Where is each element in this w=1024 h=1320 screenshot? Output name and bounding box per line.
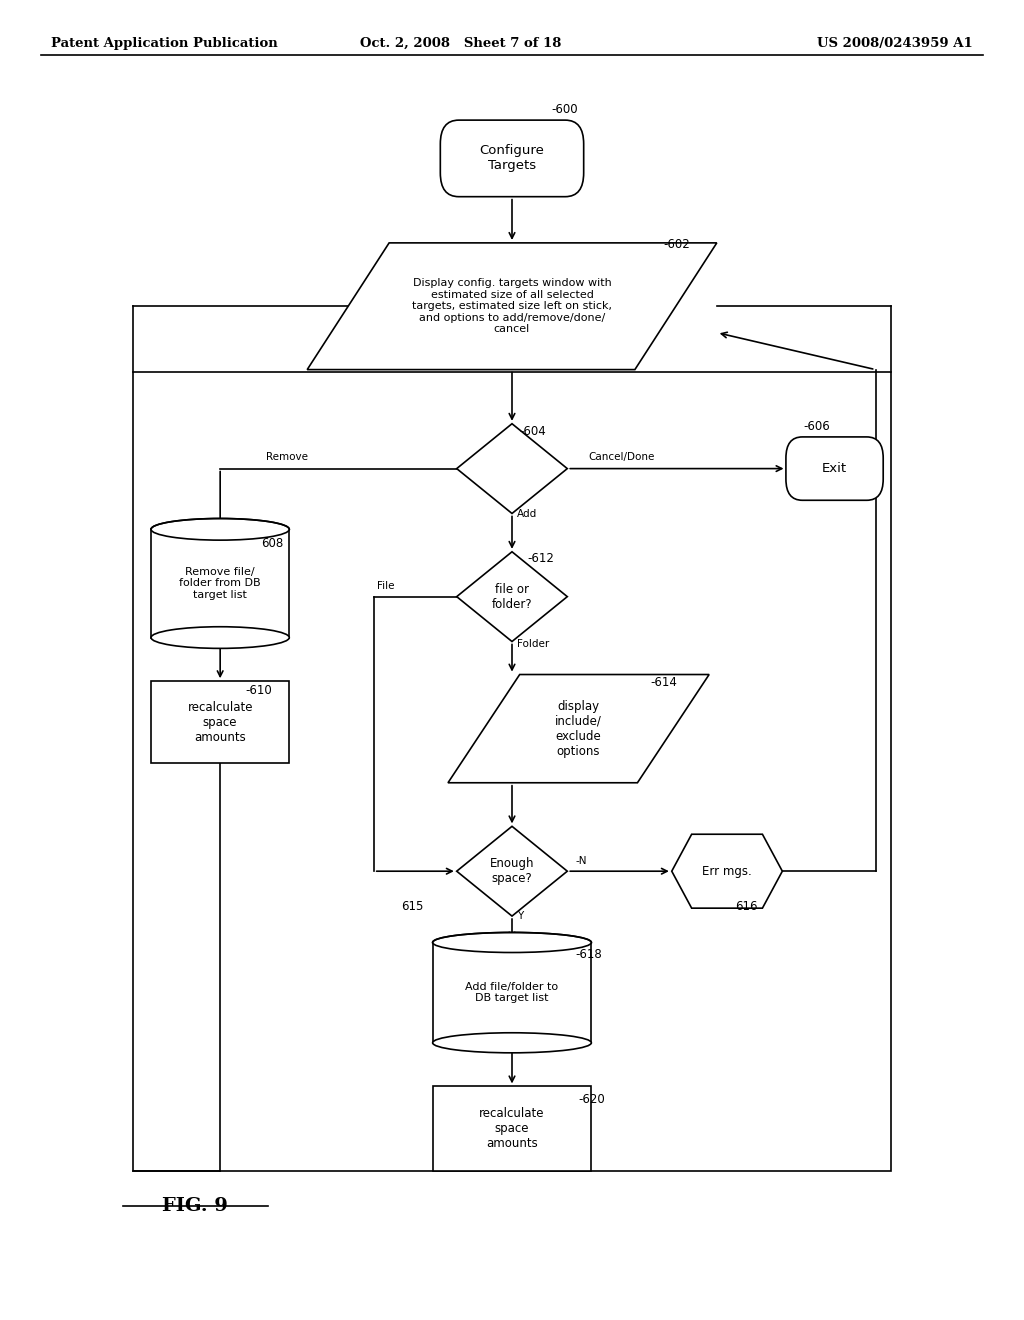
Text: recalculate
space
amounts: recalculate space amounts [187,701,253,743]
Text: Remove: Remove [266,451,308,462]
Text: Add: Add [517,508,538,519]
Ellipse shape [432,1032,592,1053]
Bar [152,529,289,638]
FancyBboxPatch shape [440,120,584,197]
Text: -602: -602 [664,238,690,251]
Ellipse shape [151,627,289,648]
Text: file or
folder?: file or folder? [492,582,532,611]
Text: -610: -610 [246,684,272,697]
Polygon shape [457,826,567,916]
Text: 608: 608 [261,537,284,550]
Text: -620: -620 [579,1093,605,1106]
Text: Enough
space?: Enough space? [489,857,535,886]
Text: Display config. targets window with
estimated size of all selected
targets, esti: Display config. targets window with esti… [412,279,612,334]
Text: -600: -600 [551,103,578,116]
Polygon shape [457,424,567,513]
Text: FIG. 9: FIG. 9 [162,1197,227,1216]
Polygon shape [447,675,709,783]
Text: -614: -614 [650,676,677,689]
Text: -N: -N [575,855,587,866]
Bar [432,942,592,1043]
Text: 615: 615 [401,900,424,913]
Polygon shape [457,552,567,642]
Text: recalculate
space
amounts: recalculate space amounts [479,1107,545,1150]
Text: Oct. 2, 2008   Sheet 7 of 18: Oct. 2, 2008 Sheet 7 of 18 [360,37,561,50]
Text: Folder: Folder [517,639,549,649]
Bar [152,681,289,763]
Bar [133,372,891,1171]
Text: Err mgs.: Err mgs. [702,865,752,878]
Text: Cancel/Done: Cancel/Done [589,451,655,462]
Ellipse shape [151,519,289,540]
Text: Configure
Targets: Configure Targets [479,144,545,173]
Text: US 2008/0243959 A1: US 2008/0243959 A1 [817,37,973,50]
Text: Y: Y [517,911,523,921]
Polygon shape [307,243,717,370]
Text: -612: -612 [527,552,554,565]
Text: Add file/folder to
DB target list: Add file/folder to DB target list [466,982,558,1003]
Text: display
include/
exclude
options: display include/ exclude options [555,700,602,758]
Text: -618: -618 [575,948,602,961]
Bar [432,1086,592,1171]
Text: File: File [377,581,394,591]
Ellipse shape [432,932,592,953]
Text: Patent Application Publication: Patent Application Publication [51,37,278,50]
Text: -604: -604 [519,425,546,438]
Text: 616: 616 [735,900,758,913]
Text: -606: -606 [804,420,830,433]
Text: Exit: Exit [822,462,847,475]
Polygon shape [672,834,782,908]
Text: Remove file/
folder from DB
target list: Remove file/ folder from DB target list [179,566,261,601]
FancyBboxPatch shape [786,437,883,500]
